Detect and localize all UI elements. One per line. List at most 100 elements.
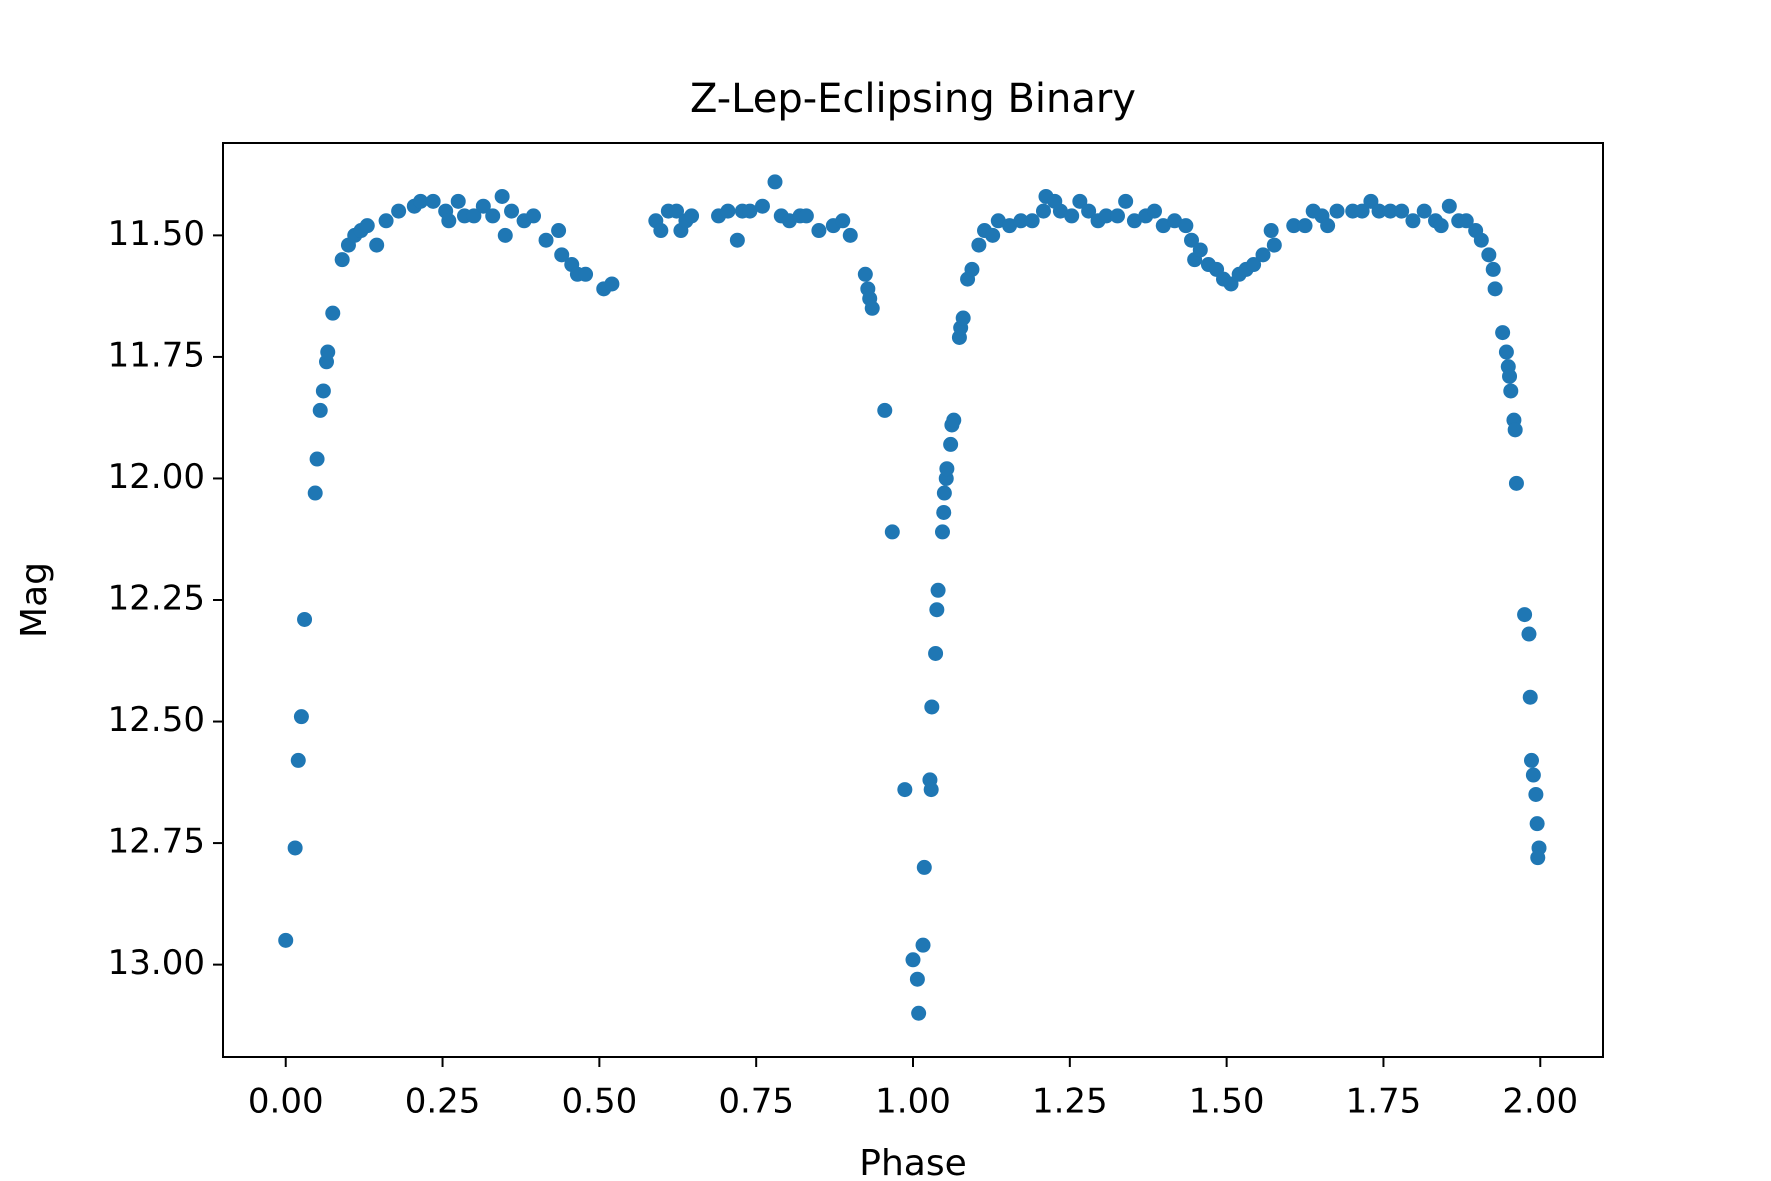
data-point bbox=[378, 213, 394, 229]
data-point bbox=[1530, 850, 1546, 866]
data-point bbox=[391, 203, 407, 219]
data-point bbox=[916, 859, 932, 875]
x-axis-label: Phase bbox=[859, 1143, 967, 1181]
data-point bbox=[1002, 218, 1018, 234]
data-point bbox=[842, 227, 858, 243]
data-point bbox=[684, 208, 700, 224]
y-tick-label: 11.75 bbox=[108, 335, 205, 375]
data-point bbox=[551, 223, 567, 239]
data-point bbox=[278, 932, 294, 948]
data-point bbox=[1109, 208, 1125, 224]
data-point bbox=[936, 485, 952, 501]
data-point bbox=[1517, 607, 1533, 623]
y-tick-label: 12.25 bbox=[108, 579, 205, 619]
data-point bbox=[811, 223, 827, 239]
data-point bbox=[604, 276, 620, 292]
data-point bbox=[1255, 247, 1271, 263]
data-point bbox=[971, 237, 987, 253]
data-point bbox=[934, 524, 950, 540]
data-point bbox=[1495, 325, 1511, 341]
data-point bbox=[1024, 213, 1040, 229]
data-point bbox=[309, 451, 325, 467]
data-point bbox=[742, 203, 758, 219]
data-point bbox=[1394, 203, 1410, 219]
data-point bbox=[1329, 203, 1345, 219]
data-point bbox=[1013, 213, 1029, 229]
data-point bbox=[1126, 213, 1142, 229]
data-point bbox=[653, 223, 669, 239]
data-point bbox=[1473, 232, 1489, 248]
data-point bbox=[312, 402, 328, 418]
data-point bbox=[946, 412, 962, 428]
y-axis-label: Mag bbox=[14, 562, 55, 638]
data-point bbox=[1498, 344, 1514, 360]
data-point bbox=[297, 611, 313, 627]
data-point bbox=[1503, 383, 1519, 399]
data-point bbox=[1178, 218, 1194, 234]
data-point bbox=[1523, 752, 1539, 768]
data-point bbox=[320, 344, 336, 360]
data-point bbox=[990, 213, 1006, 229]
x-tick-label: 0.00 bbox=[248, 1082, 324, 1122]
data-point bbox=[936, 504, 952, 520]
data-point bbox=[315, 383, 331, 399]
data-point bbox=[928, 645, 944, 661]
data-point bbox=[905, 952, 921, 968]
data-point bbox=[939, 461, 955, 477]
data-point bbox=[1441, 198, 1457, 214]
data-point bbox=[1502, 368, 1518, 384]
data-point bbox=[1064, 208, 1080, 224]
data-point bbox=[1081, 203, 1097, 219]
data-point bbox=[1354, 203, 1370, 219]
y-tick-label: 11.50 bbox=[108, 214, 205, 254]
data-point bbox=[578, 266, 594, 282]
data-point bbox=[720, 203, 736, 219]
data-point bbox=[293, 709, 309, 725]
data-point bbox=[1072, 193, 1088, 209]
y-tick-label: 12.50 bbox=[108, 700, 205, 740]
data-point bbox=[835, 213, 851, 229]
data-point bbox=[290, 752, 306, 768]
data-point bbox=[1522, 689, 1538, 705]
data-point bbox=[494, 188, 510, 204]
data-point bbox=[930, 582, 946, 598]
x-tick-label: 0.75 bbox=[718, 1082, 794, 1122]
data-point bbox=[924, 699, 940, 715]
x-tick-label: 1.25 bbox=[1032, 1082, 1108, 1122]
data-point bbox=[798, 208, 814, 224]
data-point bbox=[911, 1005, 927, 1021]
data-point bbox=[929, 602, 945, 618]
data-point bbox=[1507, 422, 1523, 438]
data-point bbox=[504, 203, 520, 219]
data-point bbox=[864, 300, 880, 316]
data-point bbox=[1528, 786, 1544, 802]
data-point bbox=[441, 213, 457, 229]
data-point bbox=[1508, 475, 1524, 491]
data-point bbox=[729, 232, 745, 248]
data-point bbox=[325, 305, 341, 321]
data-point bbox=[1371, 203, 1387, 219]
data-point bbox=[877, 402, 893, 418]
data-point bbox=[1118, 193, 1134, 209]
data-point bbox=[307, 485, 323, 501]
data-point bbox=[1416, 203, 1432, 219]
data-point bbox=[669, 203, 685, 219]
data-point bbox=[1481, 247, 1497, 263]
data-point bbox=[1266, 237, 1282, 253]
data-point bbox=[497, 227, 513, 243]
y-tick-label: 12.00 bbox=[108, 457, 205, 497]
data-point bbox=[1035, 203, 1051, 219]
data-point bbox=[1098, 208, 1114, 224]
data-point bbox=[1297, 218, 1313, 234]
data-point bbox=[1167, 213, 1183, 229]
data-point bbox=[1320, 218, 1336, 234]
x-tick-label: 0.50 bbox=[562, 1082, 638, 1122]
data-point bbox=[1192, 242, 1208, 258]
data-point bbox=[485, 208, 501, 224]
data-point bbox=[1147, 203, 1162, 219]
data-point bbox=[1529, 816, 1545, 832]
data-point bbox=[1155, 218, 1171, 234]
data-point bbox=[915, 937, 931, 953]
data-point bbox=[1525, 767, 1541, 783]
data-point bbox=[1052, 203, 1068, 219]
